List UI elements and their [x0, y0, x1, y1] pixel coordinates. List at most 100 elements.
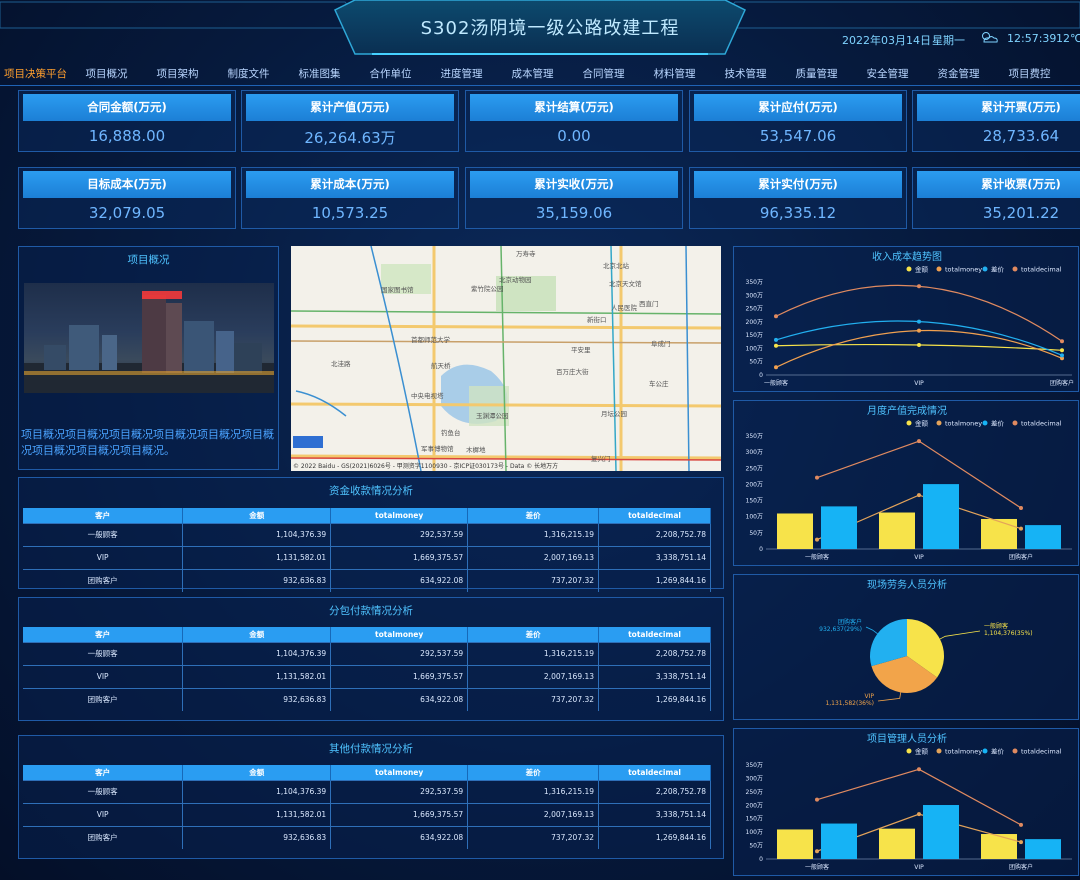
- data-point[interactable]: [815, 797, 819, 802]
- legend-label[interactable]: totalmoney: [945, 748, 982, 756]
- pie-slice-VIP[interactable]: [871, 656, 938, 693]
- table-row[interactable]: 一般顾客 1,104,376.39 292,537.59 1,316,215.19 2,…: [23, 779, 711, 803]
- data-point[interactable]: [1019, 840, 1023, 845]
- legend-label[interactable]: 差价: [991, 265, 1005, 274]
- table-row[interactable]: VIP 1,131,582.01 1,669,375.57 2,007,169.13 3…: [23, 664, 711, 688]
- bar-金额[interactable]: [879, 512, 915, 549]
- data-point[interactable]: [917, 319, 921, 324]
- table-row[interactable]: VIP 1,131,582.01 1,669,375.57 2,007,169.13 3…: [23, 802, 711, 826]
- nav-item-10[interactable]: 技术管理: [724, 68, 767, 80]
- data-point[interactable]: [1060, 339, 1064, 344]
- y-tick-label: 200万: [746, 481, 763, 488]
- column-header[interactable]: 客户: [23, 508, 184, 523]
- x-tick-label: 团购客户: [1050, 379, 1074, 387]
- data-point[interactable]: [1060, 356, 1064, 361]
- legend-label[interactable]: totaldecimal: [1021, 420, 1062, 428]
- legend-label[interactable]: 差价: [991, 747, 1005, 756]
- data-point[interactable]: [917, 812, 921, 817]
- table-row[interactable]: 团购客户 932,636.83 634,922.08 737,207.32 1,269,…: [23, 687, 711, 711]
- column-header[interactable]: 金额: [182, 765, 332, 780]
- column-header[interactable]: 金额: [182, 627, 332, 642]
- table-cell: 1,131,582.01: [182, 664, 332, 688]
- legend-label[interactable]: 金额: [915, 265, 929, 274]
- column-header[interactable]: totaldecimal: [598, 765, 711, 780]
- data-point[interactable]: [1019, 526, 1023, 531]
- kpi-label: 累计应付(万元): [694, 94, 902, 121]
- data-point[interactable]: [917, 284, 921, 289]
- data-point[interactable]: [917, 439, 921, 444]
- data-point[interactable]: [917, 493, 921, 498]
- nav-item-12[interactable]: 安全管理: [866, 68, 909, 80]
- data-point[interactable]: [917, 767, 921, 772]
- main-nav: 项目决策平台 项目概况 项目架构 制度文件 标准图集 合作单位 进度管理 成本管理 合同管理 材料…: [0, 60, 1080, 86]
- column-header[interactable]: totaldecimal: [598, 508, 711, 523]
- legend-label[interactable]: totaldecimal: [1021, 266, 1062, 274]
- data-point[interactable]: [1019, 505, 1023, 510]
- column-header[interactable]: 客户: [23, 627, 184, 642]
- bar-金额[interactable]: [777, 513, 813, 549]
- nav-item-14[interactable]: 项目费控: [1008, 68, 1051, 80]
- column-header[interactable]: totalmoney: [330, 508, 469, 523]
- nav-item-1[interactable]: 项目概况: [85, 68, 128, 80]
- legend-label[interactable]: totalmoney: [945, 420, 982, 428]
- legend-label[interactable]: 差价: [991, 419, 1005, 428]
- data-point[interactable]: [774, 365, 778, 370]
- bar-金额[interactable]: [981, 834, 1017, 859]
- column-header[interactable]: 差价: [467, 765, 600, 780]
- legend-label[interactable]: 金额: [915, 419, 929, 428]
- nav-item-11[interactable]: 质量管理: [795, 68, 838, 80]
- nav-item-7[interactable]: 成本管理: [511, 68, 554, 80]
- data-point[interactable]: [774, 343, 778, 348]
- column-header[interactable]: 金额: [182, 508, 332, 523]
- bar-差价[interactable]: [1025, 839, 1061, 859]
- column-header[interactable]: 客户: [23, 765, 184, 780]
- column-header[interactable]: 差价: [467, 627, 600, 642]
- nav-item-6[interactable]: 进度管理: [440, 68, 483, 80]
- table-row[interactable]: 一般顾客 1,104,376.39 292,537.59 1,316,215.19 2,…: [23, 641, 711, 665]
- table-row[interactable]: 一般顾客 1,104,376.39 292,537.59 1,316,215.19 2,…: [23, 522, 711, 546]
- table-row[interactable]: 团购客户 932,636.83 634,922.08 737,207.32 1,269,…: [23, 568, 711, 592]
- nav-item-4[interactable]: 标准图集: [298, 68, 341, 80]
- column-header[interactable]: 差价: [467, 508, 600, 523]
- nav-item-3[interactable]: 制度文件: [227, 68, 270, 80]
- legend-label[interactable]: totaldecimal: [1021, 748, 1062, 756]
- data-point[interactable]: [1060, 353, 1064, 358]
- legend-label[interactable]: 金额: [915, 747, 929, 756]
- data-point[interactable]: [917, 342, 921, 347]
- table-row[interactable]: 团购客户 932,636.83 634,922.08 737,207.32 1,269,…: [23, 825, 711, 849]
- bar-差价[interactable]: [821, 506, 857, 549]
- nav-item-8[interactable]: 合同管理: [582, 68, 625, 80]
- nav-item-0[interactable]: 项目决策平台: [4, 68, 67, 80]
- bar-金额[interactable]: [981, 518, 1017, 549]
- table-row[interactable]: VIP 1,131,582.01 1,669,375.57 2,007,169.13 3…: [23, 545, 711, 569]
- bar-差价[interactable]: [923, 805, 959, 859]
- pie-slice-一般顾客[interactable]: [907, 619, 944, 678]
- data-point[interactable]: [774, 314, 778, 319]
- bar-金额[interactable]: [777, 829, 813, 859]
- data-point[interactable]: [815, 475, 819, 480]
- bar-差价[interactable]: [1025, 525, 1061, 549]
- nav-item-9[interactable]: 材料管理: [653, 68, 696, 80]
- table-cell: 一般顾客: [23, 641, 184, 665]
- data-point[interactable]: [1019, 822, 1023, 827]
- nav-item-13[interactable]: 资金管理: [937, 68, 980, 80]
- table-cell: 1,269,844.16: [598, 568, 711, 592]
- data-point[interactable]: [815, 849, 819, 854]
- column-header[interactable]: totalmoney: [330, 627, 469, 642]
- legend-label[interactable]: totalmoney: [945, 266, 982, 274]
- map-view[interactable]: 万寿寺 北京动物园 北京北站 国家图书馆 紫竹院公园 首都师范大学 西直门 北京天文馆 新街口人…: [291, 246, 721, 471]
- pie-slice-团购客户[interactable]: [870, 619, 907, 667]
- nav-item-5[interactable]: 合作单位: [369, 68, 412, 80]
- column-header[interactable]: totalmoney: [330, 765, 469, 780]
- data-point[interactable]: [774, 337, 778, 342]
- data-point[interactable]: [917, 328, 921, 333]
- column-header[interactable]: totaldecimal: [598, 627, 711, 642]
- bar-金额[interactable]: [879, 828, 915, 859]
- bar-差价[interactable]: [821, 823, 857, 859]
- data-point[interactable]: [1060, 348, 1064, 353]
- nav-item-2[interactable]: 项目架构: [156, 68, 199, 80]
- map-label: 军事博物馆: [421, 444, 454, 453]
- bar-差价[interactable]: [923, 484, 959, 549]
- data-point[interactable]: [815, 537, 819, 542]
